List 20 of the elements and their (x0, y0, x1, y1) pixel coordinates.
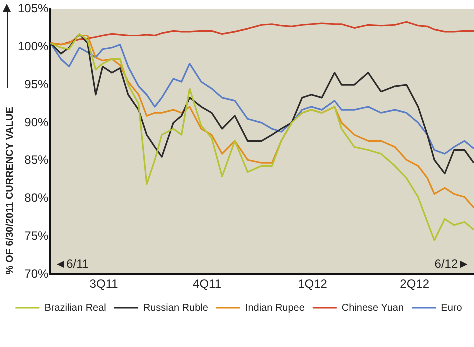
y-tick-label: 85% (24, 153, 50, 168)
annotation: ◄6/11 (54, 256, 90, 271)
y-tick-label: 70% (24, 266, 50, 281)
y-tick-label: 80% (24, 191, 50, 206)
x-tick-label: 1Q12 (298, 277, 328, 292)
y-tick-label: 95% (24, 77, 50, 92)
y-tick-label: 75% (24, 229, 50, 243)
x-tick-label: 3Q11 (90, 277, 119, 292)
legend-label: Russian Ruble (143, 302, 209, 314)
annotation: 6/12► (434, 256, 470, 271)
legend-label: Chinese Yuan (342, 302, 404, 314)
x-tick-label: 4Q11 (193, 277, 222, 292)
y-tick-label: 100% (18, 39, 50, 54)
x-tick-label: 2Q12 (400, 277, 430, 292)
legend-label: Euro (441, 302, 463, 314)
legend-label: Brazilian Real (44, 302, 106, 314)
y-axis-title: % OF 6/30/2011 CURRENCY VALUE (4, 106, 16, 275)
y-tick-label: 105% (18, 2, 50, 16)
legend-label: Indian Rupee (245, 302, 306, 314)
y-tick-label: 90% (24, 115, 50, 130)
